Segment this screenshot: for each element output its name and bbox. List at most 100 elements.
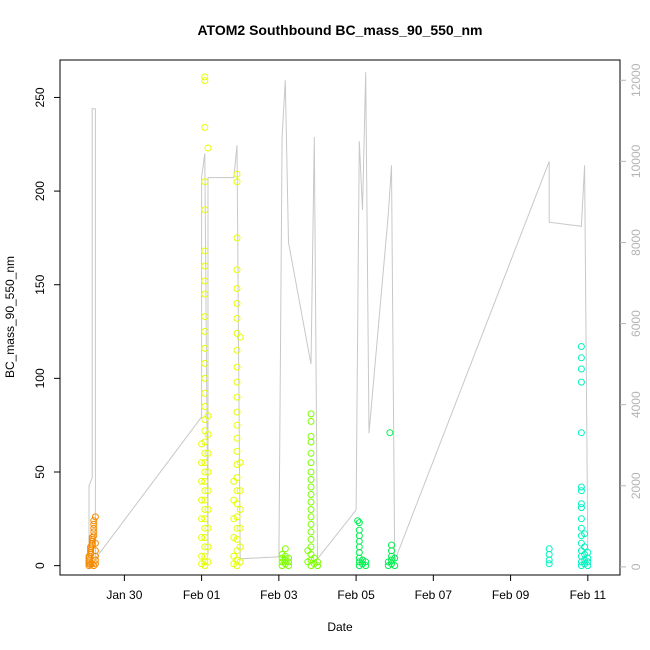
data-point-series-4 xyxy=(388,541,395,549)
y2-tick-label: 6000 xyxy=(629,310,643,337)
data-point-series-2 xyxy=(201,313,209,321)
data-point-series-4 xyxy=(391,562,399,570)
data-point-series-2 xyxy=(233,378,241,386)
data-point-series-2 xyxy=(230,515,238,523)
y2-tick-label: 12000 xyxy=(629,63,643,97)
data-point-series-3 xyxy=(307,535,315,543)
data-point-series-1 xyxy=(91,513,99,521)
data-point-series-1 xyxy=(90,532,98,540)
data-point-series-5 xyxy=(577,354,585,362)
data-point-series-2 xyxy=(233,329,241,337)
data-point-series-2 xyxy=(204,412,212,420)
data-point-series-2 xyxy=(236,333,244,341)
data-point-series-5 xyxy=(584,562,592,570)
x-tick-label: Feb 01 xyxy=(183,588,221,602)
data-point-series-2 xyxy=(236,506,244,513)
data-point-series-5 xyxy=(577,378,585,386)
data-point-series-5 xyxy=(577,524,585,532)
data-point-series-2 xyxy=(201,459,209,467)
data-point-series-5 xyxy=(581,530,589,538)
y2-tick-label: 2000 xyxy=(629,472,643,499)
y-axis: 0 50 100 150 200 250 xyxy=(33,87,60,569)
data-point-series-2 xyxy=(204,524,212,532)
data-point-series-2 xyxy=(233,234,241,242)
data-point-series-4 xyxy=(386,429,394,437)
data-point-series-3 xyxy=(307,528,315,536)
data-point-series-1 xyxy=(91,539,99,547)
data-point-series-5 xyxy=(545,560,553,568)
x-tick-label: Feb 11 xyxy=(570,588,607,602)
data-point-series-2 xyxy=(201,534,209,541)
data-point-series-2 xyxy=(233,170,241,178)
data-point-series-2 xyxy=(236,543,244,551)
data-point-series-2 xyxy=(236,524,244,532)
y-tick-label: 150 xyxy=(33,274,47,294)
data-point-series-2 xyxy=(201,374,209,382)
data-point-series-1 xyxy=(90,528,98,536)
x-tick-label: Feb 05 xyxy=(337,588,375,602)
x-tick-label: Feb 09 xyxy=(492,588,530,602)
data-point-series-2 xyxy=(230,496,238,504)
data-point-series-2 xyxy=(201,515,209,523)
data-point-series-2 xyxy=(204,431,212,438)
data-point-series-5 xyxy=(545,556,553,564)
data-point-series-3 xyxy=(307,506,315,513)
data-point-series-3 xyxy=(307,498,315,506)
data-point-series-5 xyxy=(577,504,585,512)
data-point-series-5 xyxy=(545,545,553,553)
data-point-series-2 xyxy=(230,560,238,568)
data-point-series-5 xyxy=(584,558,592,566)
data-point-series-2 xyxy=(201,524,209,532)
data-point-series-5 xyxy=(581,543,589,551)
data-point-series-3 xyxy=(307,410,315,418)
data-point-series-2 xyxy=(233,447,241,455)
data-point-series-5 xyxy=(577,483,585,491)
data-point-series-3 xyxy=(314,558,321,566)
data-point-series-2 xyxy=(201,468,209,476)
data-point-series-2 xyxy=(201,262,209,270)
data-point-series-2 xyxy=(201,178,209,186)
data-point-series-2 xyxy=(201,487,209,495)
x-tick-label: Feb 03 xyxy=(260,588,298,602)
data-point-series-2 xyxy=(201,290,209,298)
data-point-series-2 xyxy=(201,344,209,352)
data-point-series-2 xyxy=(204,558,212,566)
data-point-series-2 xyxy=(236,459,244,467)
data-point-series-3 xyxy=(307,459,315,467)
data-point-series-2 xyxy=(201,206,209,214)
data-point-series-3 xyxy=(307,449,315,457)
x-tick-label: Feb 07 xyxy=(415,588,453,602)
secondary-series-line xyxy=(88,72,589,567)
data-point-series-2 xyxy=(198,477,206,485)
data-point-series-4 xyxy=(391,554,399,562)
data-point-series-2 xyxy=(201,328,209,335)
data-point-series-2 xyxy=(204,449,212,457)
data-point-series-3 xyxy=(307,543,315,551)
data-point-series-5 xyxy=(577,539,585,547)
data-point-series-4 xyxy=(354,517,362,525)
y2-tick-label: 10000 xyxy=(629,144,643,178)
data-point-series-3 xyxy=(285,562,292,570)
data-point-series-2 xyxy=(201,496,209,504)
data-point-series-4 xyxy=(362,558,370,566)
data-point-series-2 xyxy=(233,500,241,508)
data-point-series-2 xyxy=(233,346,241,354)
data-point-series-2 xyxy=(201,389,209,397)
data-point-series-2 xyxy=(230,552,238,560)
data-point-series-1 xyxy=(91,560,99,568)
data-point-series-2 xyxy=(204,487,212,495)
x-axis-label: Date xyxy=(327,620,353,634)
data-point-series-5 xyxy=(577,487,585,495)
data-point-series-2 xyxy=(233,266,241,274)
data-point-series-3 xyxy=(307,438,315,446)
y2-tick-label: 8000 xyxy=(629,229,643,256)
data-point-series-1 xyxy=(90,520,98,528)
data-point-series-2 xyxy=(198,496,206,504)
data-point-series-3 xyxy=(281,545,289,553)
data-point-series-2 xyxy=(233,300,241,307)
data-point-series-3 xyxy=(307,491,315,498)
data-point-series-2 xyxy=(201,73,209,81)
y-tick-label: 100 xyxy=(33,368,47,388)
data-point-series-2 xyxy=(233,434,241,442)
data-point-series-2 xyxy=(198,459,206,467)
